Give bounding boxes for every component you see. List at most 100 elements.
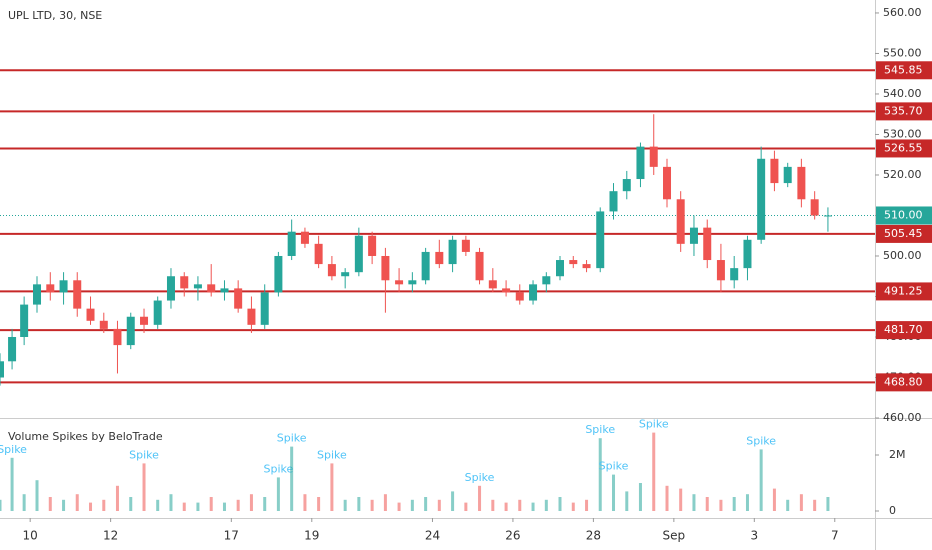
volume-bar [182, 502, 186, 511]
y-tick-label: 560.00 [883, 6, 922, 19]
candle-body [649, 146, 658, 167]
candle-body [314, 243, 323, 265]
volume-bar [813, 499, 817, 511]
volume-bar [437, 499, 441, 511]
level-box [876, 373, 932, 392]
candle-body [703, 227, 712, 261]
candle-body [730, 268, 739, 281]
volume-bar [799, 494, 803, 511]
candle-body [636, 146, 645, 180]
spike-label: Spike [639, 418, 669, 431]
volume-bar [222, 502, 226, 511]
level-box [876, 282, 932, 301]
candle-body [99, 320, 108, 329]
volume-bar [142, 463, 146, 511]
candle-body [327, 264, 336, 277]
volume-bar [303, 494, 307, 511]
volume-bar [397, 502, 401, 511]
volume-bar [504, 502, 508, 511]
candle-body [126, 316, 135, 346]
chart-title: UPL LTD, 30, NSE [8, 9, 102, 22]
candle-body [408, 280, 417, 285]
volume-bar [343, 499, 347, 511]
spike-label: Spike [264, 462, 294, 475]
candle-body [20, 304, 29, 337]
candle-body [689, 227, 698, 244]
candle-body [260, 292, 269, 325]
y-tick-label: 550.00 [883, 46, 922, 59]
volume-bar [518, 499, 522, 511]
level-box [876, 224, 932, 243]
x-tick-label: 28 [586, 529, 601, 543]
volume-bar [156, 499, 160, 511]
y-tick-label: 500.00 [883, 249, 922, 262]
volume-bar [0, 499, 2, 511]
volume-bar [370, 499, 374, 511]
candle-body [341, 272, 350, 277]
level-box [876, 139, 932, 158]
volume-bar [276, 477, 280, 511]
candle-body [448, 239, 457, 265]
candle-body [596, 211, 605, 269]
volume-bar [236, 499, 240, 511]
volume-bar [491, 499, 495, 511]
x-tick-label: 17 [224, 529, 239, 543]
volume-bar [772, 488, 776, 511]
volume-bar [625, 491, 629, 511]
candle-body [113, 328, 122, 346]
candle-body [743, 239, 752, 269]
volume-bar [464, 502, 468, 511]
candle-body [207, 284, 216, 293]
volume-bar [451, 491, 455, 511]
indicator-title: Volume Spikes by BeloTrade [8, 430, 163, 443]
volume-bar [249, 494, 253, 511]
candle-body [153, 300, 162, 325]
x-tick-label: 10 [23, 529, 38, 543]
candle-body [166, 276, 175, 301]
y-tick-label: 520.00 [883, 168, 922, 181]
candle-body [368, 235, 377, 256]
spike-label: Spike [317, 448, 347, 461]
volume-bar [745, 494, 749, 511]
candle-body [247, 308, 256, 325]
x-tick-label: 12 [103, 529, 118, 543]
volume-bar [786, 499, 790, 511]
candle-body [810, 199, 819, 216]
candle-body [502, 288, 511, 293]
candle-body [488, 280, 497, 289]
y-tick-label: 530.00 [883, 127, 922, 140]
level-label: 491.25 [884, 284, 923, 297]
volume-bar [732, 497, 736, 511]
candle-body [287, 231, 296, 256]
candle-body [757, 158, 766, 240]
candle-body [274, 255, 283, 293]
level-label: 545.85 [884, 63, 923, 76]
x-tick-label: 26 [505, 529, 520, 543]
volume-bar [209, 497, 213, 511]
volume-bar [612, 474, 616, 511]
candle-body [33, 284, 42, 305]
candle-body [354, 235, 363, 273]
candle-body [797, 166, 806, 200]
volume-bar [598, 438, 602, 511]
volume-bar [719, 499, 723, 511]
volume-bar [169, 494, 173, 511]
volume-bar [196, 502, 200, 511]
spike-label: Spike [746, 434, 776, 447]
x-tick-label: Sep [663, 529, 686, 543]
volume-bar [679, 488, 683, 511]
candle-body [515, 292, 524, 301]
candle-body [435, 251, 444, 265]
candle-body [73, 280, 82, 309]
volume-bar [22, 494, 26, 511]
candle-body [582, 264, 591, 269]
candle-body [529, 284, 538, 301]
level-label: 535.70 [884, 104, 923, 117]
candle-body [421, 251, 430, 281]
candle-body [663, 166, 672, 200]
x-tick-label: 7 [831, 529, 839, 543]
volume-bar [410, 499, 414, 511]
